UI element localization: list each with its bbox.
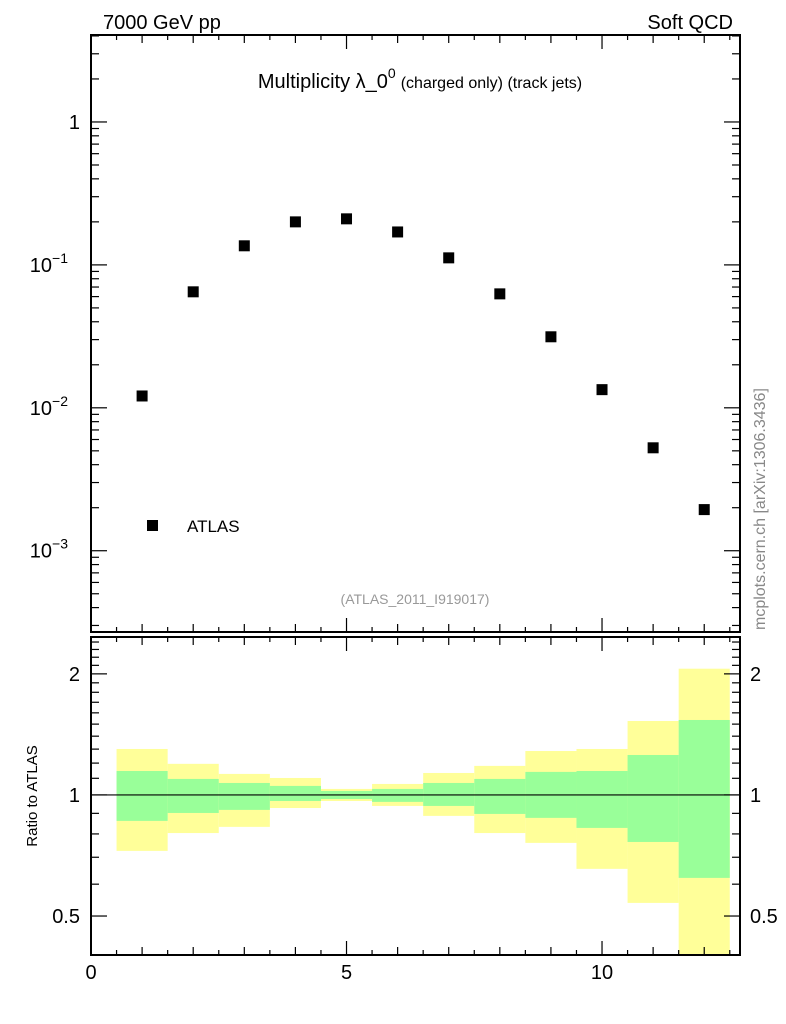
ratio-y-tick-label: 2 (69, 664, 80, 686)
data-point (698, 504, 710, 516)
ratio-ylabel: Ratio to ATLAS (24, 745, 41, 846)
data-point (187, 286, 199, 298)
inner-band-bin (218, 782, 270, 810)
data-point (341, 213, 353, 225)
data-point (443, 252, 455, 264)
data-point (647, 442, 659, 454)
header-right: Soft QCD (647, 12, 733, 34)
x-tick-label: 0 (85, 962, 96, 984)
legend-marker (147, 520, 158, 531)
inner-band-bin (269, 785, 321, 801)
ratio-y-tick-label: 0.5 (52, 906, 80, 928)
data-point (494, 288, 506, 300)
main-plot-frame (90, 34, 741, 633)
data-point (289, 216, 301, 228)
inner-band-bin (167, 778, 219, 813)
inner-band-bin (678, 719, 730, 878)
inner-band-bin (116, 770, 168, 821)
data-point (596, 384, 608, 396)
y-tick-label: 10−3 (30, 536, 68, 563)
y-tick-label: 10−2 (30, 393, 68, 420)
ratio-y-tick-label-right: 0.5 (750, 906, 778, 928)
analysis-id: (ATLAS_2011_I919017) (341, 591, 490, 607)
chart-title: Multiplicity λ_00(charged only) (track j… (258, 65, 582, 93)
x-tick-label: 5 (341, 962, 352, 984)
data-point (238, 240, 250, 252)
ratio-plot-frame (90, 636, 741, 956)
data-point (545, 331, 557, 343)
y-tick-label: 1 (69, 112, 80, 134)
data-point (136, 390, 148, 402)
x-tick-label: 10 (591, 962, 613, 984)
ratio-y-tick-label-right: 1 (750, 785, 761, 807)
y-tick-label: 10−1 (30, 250, 68, 277)
inner-band-bin (627, 754, 679, 842)
inner-band-bin (576, 770, 628, 828)
data-point (392, 226, 404, 238)
ratio-y-tick-label: 1 (69, 785, 80, 807)
watermark: mcplots.cern.ch [arXiv:1306.3436] (752, 388, 769, 630)
inner-band-bin (474, 778, 526, 814)
legend-label: ATLAS (187, 517, 240, 536)
ratio-y-tick-label-right: 2 (750, 664, 761, 686)
header-left: 7000 GeV pp (103, 12, 221, 34)
